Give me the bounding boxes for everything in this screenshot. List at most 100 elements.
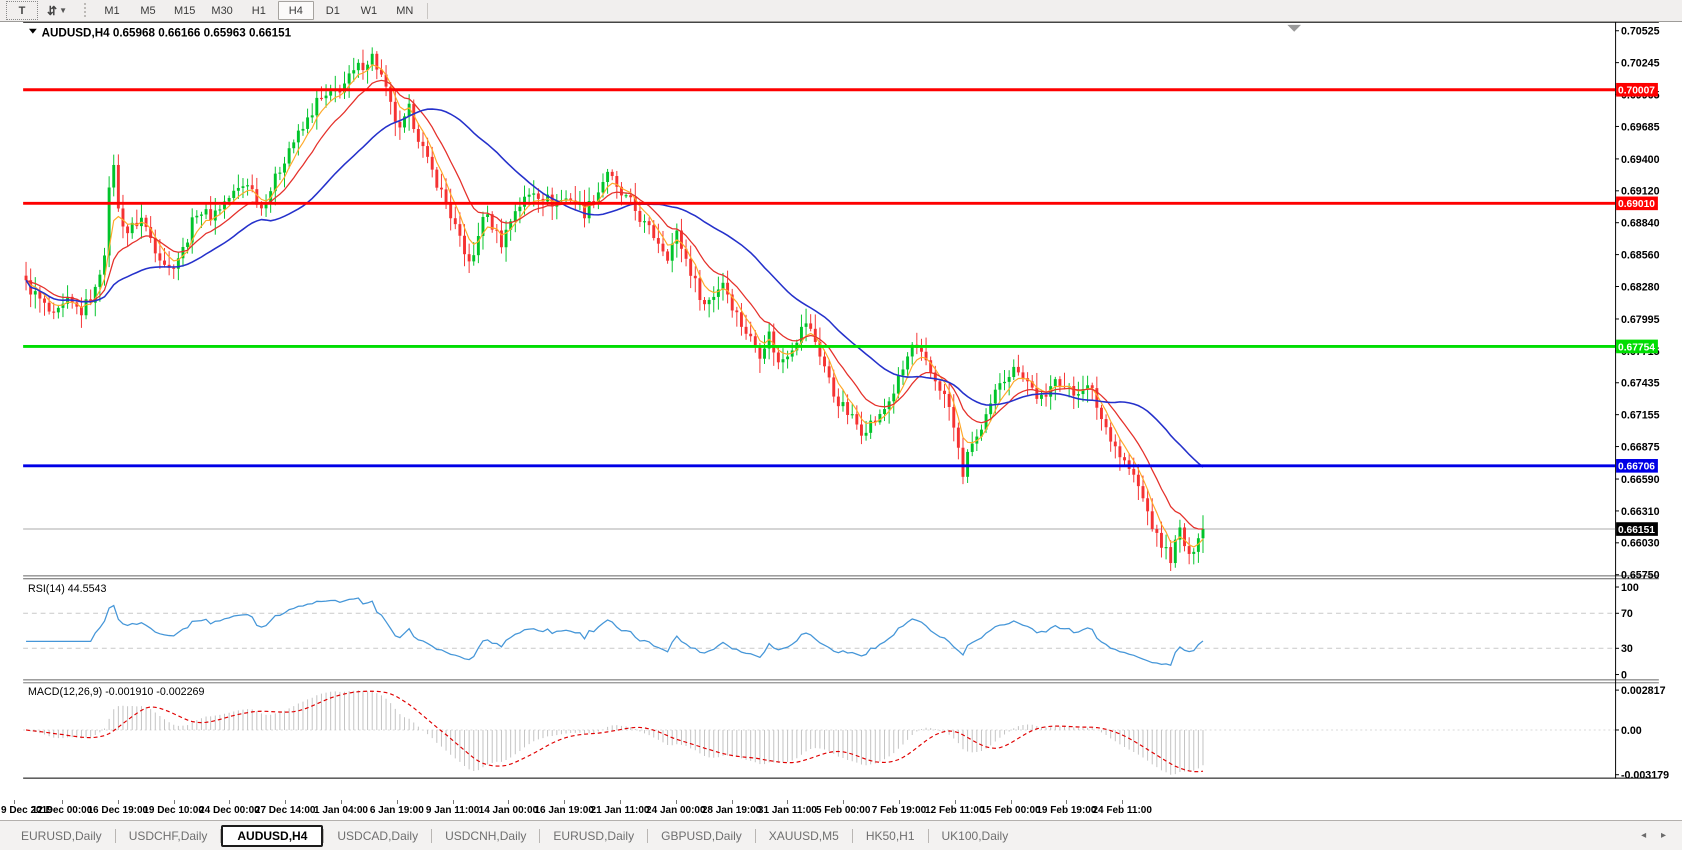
svg-text:0.67155: 0.67155	[1621, 410, 1660, 422]
timeframe-button-w1[interactable]: W1	[360, 4, 378, 17]
svg-text:0.66030: 0.66030	[1621, 538, 1660, 550]
timeframe-button-h1[interactable]: H1	[251, 4, 266, 17]
horizontal-lines-layer[interactable]	[23, 88, 1616, 468]
time-label: 14 Jan 00:00	[478, 805, 539, 816]
chart-tab-eurusd-daily[interactable]: EURUSD,Daily	[553, 828, 635, 843]
macd-signal-line	[25, 690, 1204, 773]
time-tick	[564, 800, 566, 804]
tab-divider	[431, 828, 433, 843]
chart-tab-eurusd-daily[interactable]: EURUSD,Daily	[21, 828, 102, 843]
time-tick	[787, 800, 789, 804]
svg-text:0.67995: 0.67995	[1621, 314, 1660, 326]
svg-text:0.66151: 0.66151	[1618, 525, 1655, 536]
timeframe-button-mn[interactable]: MN	[396, 4, 414, 17]
time-tick	[1010, 800, 1012, 804]
fast-ma-line	[25, 64, 1204, 548]
time-label: 12 Feb 11:00	[925, 805, 985, 816]
svg-text:0.66310: 0.66310	[1621, 506, 1660, 518]
time-label: 31 Jan 11:00	[757, 805, 817, 816]
svg-text:0.66590: 0.66590	[1621, 474, 1660, 486]
timeframe-button-m15[interactable]: M15	[174, 4, 196, 17]
toolbar-divider	[426, 2, 428, 19]
chart-menu-triangle-icon[interactable]	[28, 28, 37, 34]
svg-text:0.70245: 0.70245	[1621, 58, 1660, 70]
chart-shift-marker-icon[interactable]	[1287, 24, 1301, 32]
time-tick	[1122, 800, 1124, 804]
time-tick	[1066, 800, 1068, 804]
time-label: 9 Dec 2019	[1, 805, 53, 816]
time-label: 24 Feb 11:00	[1092, 805, 1152, 816]
top-toolbar: T ⇵ ▼ M1 M5 M15 M30 H1 H4 D1 W1 MN	[0, 0, 1682, 22]
rsi-label: RSI(14) 44.5543	[28, 583, 106, 595]
arrows-tool-button[interactable]: ⇵ ▼	[40, 2, 74, 19]
time-label: 1 Jan 04:00	[314, 805, 368, 816]
tab-divider	[220, 828, 222, 843]
time-tick	[843, 800, 845, 804]
time-label: 16 Jan 19:00	[534, 805, 594, 816]
time-label: 28 Jan 19:00	[701, 805, 762, 816]
tab-scroll-arrows[interactable]: ◂ ▸	[1641, 830, 1672, 841]
toolbar-grip	[83, 3, 88, 18]
chart-tab-xauusd-m5[interactable]: XAUUSD,M5	[768, 828, 839, 843]
timeframe-button-m1[interactable]: M1	[104, 4, 120, 17]
chart-tab-usdcnh-daily[interactable]: USDCNH,Daily	[445, 828, 527, 843]
time-tick	[396, 800, 398, 804]
svg-text:0.69010: 0.69010	[1618, 199, 1655, 210]
svg-text:0.65750: 0.65750	[1621, 570, 1660, 582]
time-label: 12 Dec 00:00	[31, 805, 93, 816]
svg-text:0.00: 0.00	[1621, 725, 1642, 737]
chart-tab-usdchf-daily[interactable]: USDCHF,Daily	[128, 828, 208, 843]
chevron-down-icon: ▼	[59, 6, 67, 15]
chart-tab-uk100-daily[interactable]: UK100,Daily	[941, 828, 1009, 843]
svg-text:0.69120: 0.69120	[1621, 186, 1660, 198]
svg-text:-0.003179: -0.003179	[1621, 770, 1669, 782]
time-tick	[341, 800, 342, 804]
svg-text:0.70525: 0.70525	[1621, 26, 1660, 38]
chart-tab-usdcad-daily[interactable]: USDCAD,Daily	[337, 828, 419, 843]
svg-text:0.69400: 0.69400	[1621, 154, 1660, 166]
time-tick	[14, 800, 15, 804]
svg-text:0.67754: 0.67754	[1618, 342, 1655, 353]
chart-tab-gbpusd-daily[interactable]: GBPUSD,Daily	[661, 828, 742, 843]
time-label: 24 Jan 00:00	[646, 805, 706, 816]
time-tick	[285, 800, 287, 804]
time-axis: 9 Dec 2019 12 Dec 00:00 16 Dec 19:00 19 Dec…	[0, 800, 1682, 820]
rsi-layer: 100 70 30 0	[23, 582, 1639, 681]
time-label: 19 Dec 10:00	[143, 805, 204, 816]
timeframe-button-m5[interactable]: M5	[140, 4, 156, 17]
time-label: 6 Jan 19:00	[369, 805, 424, 816]
mid-ma-line	[25, 79, 1203, 530]
price-chart[interactable]: 100 70 30 0 0.002817 0.00 -0.003179 0.70525 0.…	[0, 22, 1682, 800]
tab-divider	[851, 828, 853, 843]
timeframe-button-h4[interactable]: H4	[277, 1, 314, 20]
svg-text:0.68280: 0.68280	[1621, 281, 1660, 293]
time-tick	[452, 800, 454, 804]
svg-text:0.68840: 0.68840	[1621, 218, 1660, 230]
text-label-tool-button[interactable]: T	[6, 1, 38, 20]
time-tick	[675, 800, 677, 804]
rsi-line	[26, 597, 1204, 666]
tab-divider	[647, 828, 649, 843]
timeframe-button-d1[interactable]: D1	[325, 4, 340, 17]
time-tick	[229, 800, 231, 804]
time-tick	[731, 800, 733, 804]
candles-layer	[24, 47, 1205, 572]
chart-tab-audusd-h4[interactable]: AUDUSD,H4	[221, 824, 324, 847]
price-axis-labels: 0.705250.702450.699650.696850.694000.691…	[1615, 26, 1660, 582]
svg-text:70: 70	[1621, 608, 1633, 620]
axis-badges: 0.70007 0.69010 0.67754 0.66706 0.66151	[1616, 82, 1658, 536]
tab-divider	[539, 828, 541, 843]
chart-tab-hk50-h1[interactable]: HK50,H1	[865, 828, 915, 843]
time-tick	[62, 800, 63, 804]
timeframe-button-m30[interactable]: M30	[211, 4, 233, 17]
tab-divider	[927, 828, 929, 843]
time-label: 15 Feb 00:00	[980, 805, 1041, 816]
time-label: 19 Feb 19:00	[1036, 805, 1097, 816]
time-tick	[173, 800, 175, 804]
slow-ma-line	[25, 108, 1204, 468]
svg-text:100: 100	[1621, 582, 1639, 594]
svg-text:0.002817: 0.002817	[1621, 685, 1666, 697]
svg-text:0.66875: 0.66875	[1621, 441, 1660, 453]
time-label: 21 Jan 11:00	[590, 805, 650, 816]
